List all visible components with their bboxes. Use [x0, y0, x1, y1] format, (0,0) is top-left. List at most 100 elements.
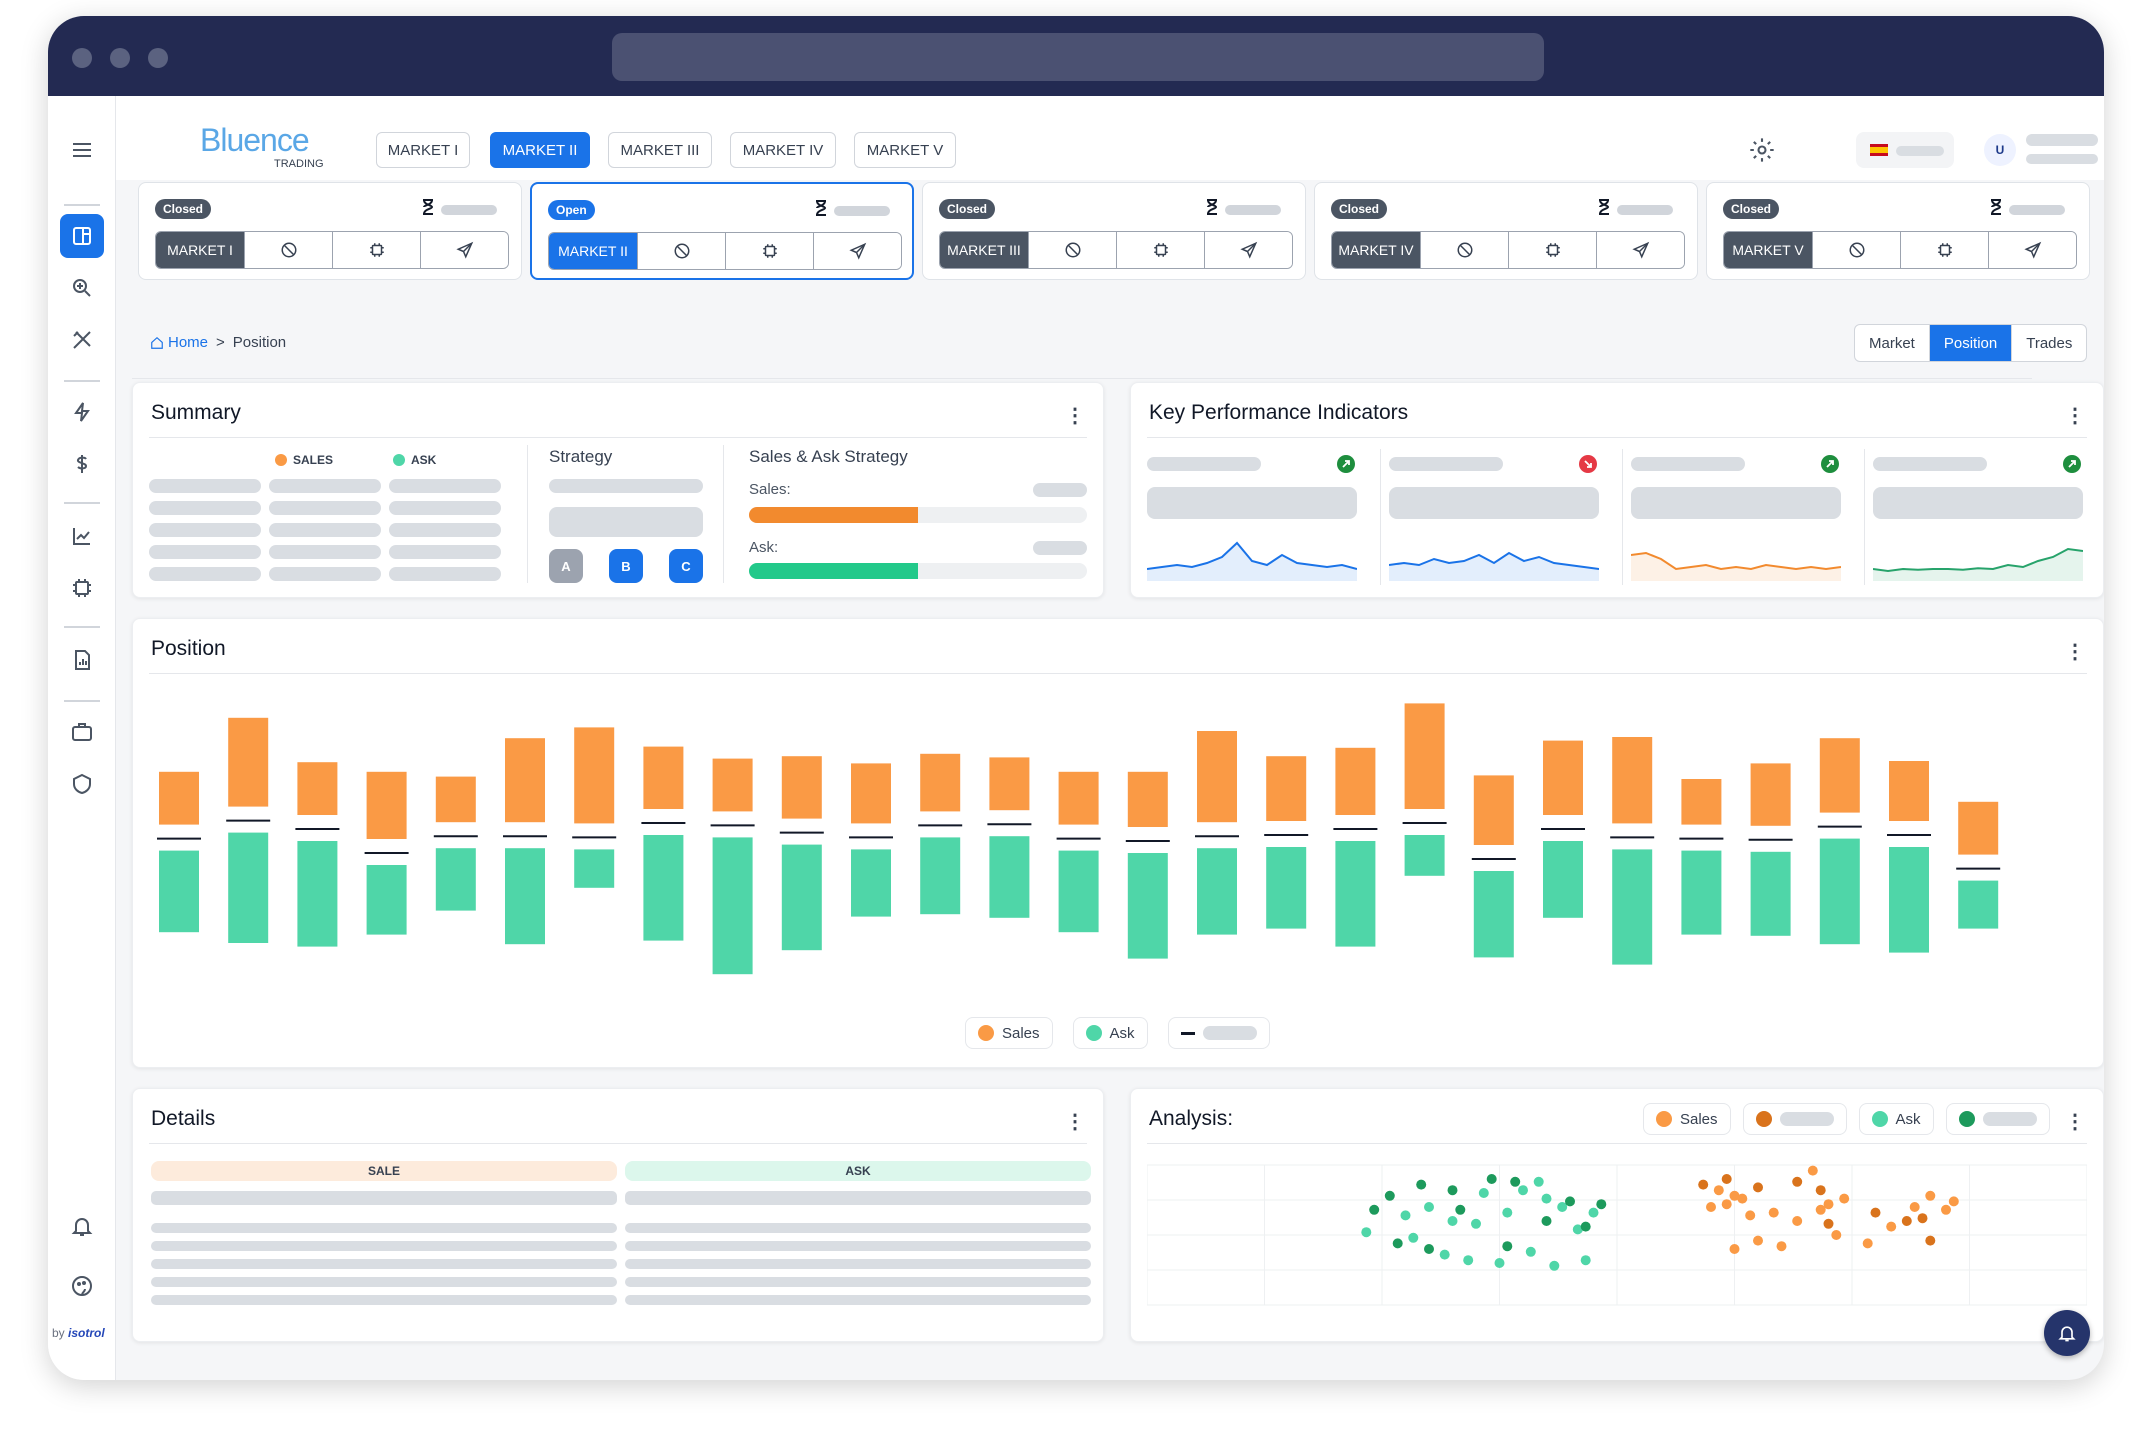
sales-bar: [366, 771, 407, 839]
breadcrumb-home[interactable]: Home: [150, 334, 208, 351]
ask-bar: [643, 835, 684, 941]
tab-market[interactable]: Market: [1869, 334, 1915, 352]
kpi-card[interactable]: [1380, 449, 1615, 589]
notification-fab[interactable]: [2044, 1310, 2090, 1356]
more-vertical-icon[interactable]: ⋮: [1065, 405, 1085, 427]
legend-ask[interactable]: Ask: [1072, 1017, 1148, 1049]
legend-sales[interactable]: Sales: [1643, 1103, 1731, 1135]
byline: by isotrol: [52, 1326, 105, 1340]
market-card[interactable]: Closed MARKET III: [922, 182, 1306, 280]
settings-gear-icon[interactable]: [1748, 136, 1776, 169]
scatter-point: [1400, 1210, 1411, 1221]
zoom-icon[interactable]: [60, 266, 104, 310]
block-icon[interactable]: [1812, 232, 1900, 268]
language-selector[interactable]: [1856, 132, 1954, 168]
scatter-point: [1525, 1246, 1536, 1257]
details-cell: [625, 1191, 1091, 1205]
market-actions: MARKET III: [939, 231, 1293, 269]
tab-market-3[interactable]: MARKET III: [608, 132, 712, 168]
market-card[interactable]: Closed MARKET IV: [1314, 182, 1698, 280]
window-close-dot[interactable]: [72, 48, 92, 68]
market-actions: MARKET II: [548, 232, 902, 270]
chip-icon[interactable]: [1508, 232, 1596, 268]
kpi-card[interactable]: [1864, 449, 2099, 589]
scatter-point: [1948, 1196, 1959, 1207]
tab-market-4[interactable]: MARKET IV: [730, 132, 836, 168]
send-icon[interactable]: [1204, 232, 1292, 268]
url-bar[interactable]: [612, 33, 1544, 81]
scatter-point: [1557, 1202, 1568, 1212]
sales-bar: [1404, 703, 1445, 809]
ask-bar: [781, 844, 822, 951]
block-icon[interactable]: [244, 232, 332, 268]
menu-icon[interactable]: [60, 128, 104, 172]
market-card[interactable]: Closed MARKET I: [138, 182, 522, 280]
market-button[interactable]: MARKET II: [549, 233, 637, 269]
market-button[interactable]: MARKET V: [1724, 232, 1812, 268]
window-maximize-dot[interactable]: [148, 48, 168, 68]
position-legend: Sales Ask: [965, 1017, 1270, 1049]
sales-ask-strategy-title: Sales & Ask Strategy: [749, 447, 908, 466]
legend-ask-dark[interactable]: [1945, 1103, 2050, 1135]
dashboard-icon[interactable]: [60, 214, 104, 258]
line-chart-icon[interactable]: [60, 514, 104, 558]
more-vertical-icon[interactable]: ⋮: [1065, 1111, 1085, 1133]
chip-icon[interactable]: [60, 566, 104, 610]
market-card[interactable]: Open MARKET II: [530, 182, 914, 280]
avatar[interactable]: U: [1984, 134, 2016, 166]
scatter-point: [1737, 1193, 1748, 1204]
block-icon[interactable]: [1420, 232, 1508, 268]
home-icon: [151, 336, 163, 349]
briefcase-icon[interactable]: [60, 710, 104, 754]
shield-icon[interactable]: [60, 762, 104, 806]
legend-ask[interactable]: Ask: [1858, 1103, 1934, 1135]
chip-icon[interactable]: [332, 232, 420, 268]
kpi-card[interactable]: [1147, 449, 1373, 589]
kpi-card[interactable]: [1622, 449, 1857, 589]
strategy-button-a[interactable]: A: [549, 549, 583, 583]
tab-market-1[interactable]: MARKET I: [376, 132, 470, 168]
chip-icon[interactable]: [1900, 232, 1988, 268]
sales-dot-icon: [275, 454, 287, 466]
ask-bar: [1197, 848, 1237, 935]
tab-market-2[interactable]: MARKET II: [490, 132, 590, 168]
palette-icon[interactable]: [60, 1264, 104, 1308]
section-divider: [132, 378, 2032, 379]
dash-icon: [1180, 1031, 1195, 1035]
tab-trades[interactable]: Trades: [2011, 325, 2086, 361]
send-icon[interactable]: [1596, 232, 1684, 268]
strategy-button-c[interactable]: C: [669, 549, 703, 583]
market-card[interactable]: Closed MARKET V: [1706, 182, 2090, 280]
logo[interactable]: Bluence TRADING: [200, 122, 324, 170]
bell-icon[interactable]: [60, 1204, 104, 1248]
breadcrumb: Home > Position: [150, 334, 286, 351]
more-vertical-icon[interactable]: ⋮: [2065, 1111, 2085, 1133]
legend-sales[interactable]: Sales: [965, 1017, 1053, 1049]
market-button[interactable]: MARKET III: [940, 232, 1028, 268]
send-icon[interactable]: [813, 233, 901, 269]
tab-position[interactable]: Position: [1928, 325, 2012, 361]
send-icon[interactable]: [1988, 232, 2076, 268]
block-icon[interactable]: [637, 233, 725, 269]
strategy-button-b[interactable]: B: [609, 549, 643, 583]
scatter-point: [1823, 1199, 1834, 1210]
more-vertical-icon[interactable]: ⋮: [2065, 405, 2085, 427]
dollar-icon[interactable]: [60, 442, 104, 486]
window-minimize-dot[interactable]: [110, 48, 130, 68]
block-icon[interactable]: [1028, 232, 1116, 268]
legend-marker[interactable]: [1167, 1017, 1270, 1049]
report-icon[interactable]: [60, 638, 104, 682]
scatter-point: [1901, 1216, 1912, 1226]
chip-icon[interactable]: [1116, 232, 1204, 268]
analysis-title: Analysis:: [1149, 1107, 1234, 1130]
more-vertical-icon[interactable]: ⋮: [2065, 641, 2085, 663]
send-icon[interactable]: [420, 232, 508, 268]
market-button[interactable]: MARKET I: [156, 232, 244, 268]
bolt-icon[interactable]: [60, 390, 104, 434]
tools-icon[interactable]: [60, 318, 104, 362]
ask-progress-bar: [749, 563, 1087, 579]
legend-sales-dark[interactable]: [1742, 1103, 1847, 1135]
tab-market-5[interactable]: MARKET V: [854, 132, 956, 168]
chip-icon[interactable]: [725, 233, 813, 269]
market-button[interactable]: MARKET IV: [1332, 232, 1420, 268]
